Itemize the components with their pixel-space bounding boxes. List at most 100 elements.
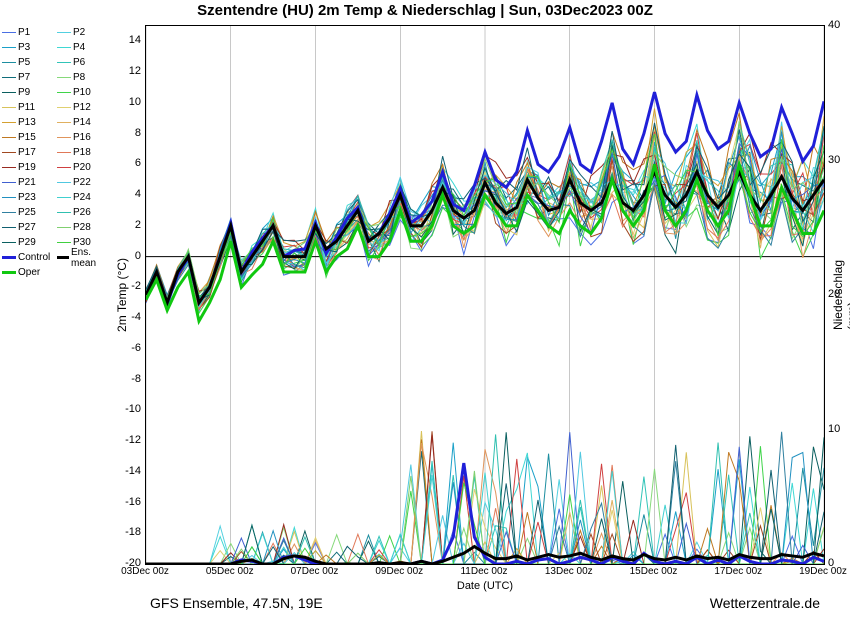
legend-item: P8 bbox=[57, 72, 112, 83]
legend-label: P14 bbox=[73, 117, 91, 128]
legend-label: P8 bbox=[73, 72, 85, 83]
legend-label: Control bbox=[18, 252, 50, 263]
legend-swatch bbox=[57, 137, 71, 138]
legend-label: P15 bbox=[18, 132, 36, 143]
legend-swatch bbox=[57, 122, 71, 123]
legend-swatch bbox=[2, 107, 16, 108]
legend-swatch bbox=[57, 197, 71, 198]
legend-swatch bbox=[2, 137, 16, 138]
legend-label: P6 bbox=[73, 57, 85, 68]
legend-item: P28 bbox=[57, 222, 112, 233]
legend-item: P9 bbox=[2, 87, 57, 98]
legend-label: P24 bbox=[73, 192, 91, 203]
legend-swatch bbox=[57, 152, 71, 153]
legend-swatch bbox=[2, 242, 16, 243]
legend-label: P2 bbox=[73, 27, 85, 38]
legend-item: P27 bbox=[2, 222, 57, 233]
legend-label: P16 bbox=[73, 132, 91, 143]
legend-label: P9 bbox=[18, 87, 30, 98]
legend-label: P26 bbox=[73, 207, 91, 218]
legend-swatch bbox=[2, 92, 16, 93]
legend-row: P5 P6 bbox=[2, 55, 112, 70]
x-axis-label: Date (UTC) bbox=[145, 580, 825, 592]
legend-label: P10 bbox=[73, 87, 91, 98]
legend-swatch bbox=[2, 227, 16, 228]
legend-label: P12 bbox=[73, 102, 91, 113]
legend-label: P19 bbox=[18, 162, 36, 173]
legend-swatch bbox=[57, 242, 71, 243]
legend-swatch bbox=[2, 122, 16, 123]
legend-swatch bbox=[57, 92, 71, 93]
legend-label: P20 bbox=[73, 162, 91, 173]
legend-item: P7 bbox=[2, 72, 57, 83]
legend-swatch bbox=[2, 32, 16, 33]
legend-swatch bbox=[2, 77, 16, 78]
chart-title: Szentendre (HU) 2m Temp & Niederschlag |… bbox=[0, 2, 850, 19]
legend-label: Oper bbox=[18, 267, 40, 278]
legend-swatch bbox=[2, 256, 16, 259]
legend-item: P10 bbox=[57, 87, 112, 98]
legend-row: P23 P24 bbox=[2, 190, 112, 205]
legend-swatch bbox=[2, 47, 16, 48]
legend-label: P5 bbox=[18, 57, 30, 68]
y-axis-left-label: 2m Temp (°C) bbox=[115, 258, 129, 332]
legend-row: P27 P28 bbox=[2, 220, 112, 235]
legend: P1P2P3P4P5P6P7P8P9P10P11P12P13P14P15P16P… bbox=[2, 25, 112, 280]
legend-label: P7 bbox=[18, 72, 30, 83]
legend-swatch bbox=[57, 182, 71, 183]
legend-swatch bbox=[57, 227, 71, 228]
legend-label: P3 bbox=[18, 42, 30, 53]
legend-item: P19 bbox=[2, 162, 57, 173]
legend-row: P1 P2 bbox=[2, 25, 112, 40]
legend-swatch bbox=[57, 107, 71, 108]
legend-item: P3 bbox=[2, 42, 57, 53]
legend-swatch bbox=[2, 197, 16, 198]
legend-item: Control bbox=[2, 252, 57, 263]
legend-row: P25 P26 bbox=[2, 205, 112, 220]
legend-item: P20 bbox=[57, 162, 112, 173]
legend-item: P17 bbox=[2, 147, 57, 158]
subtitle-left: GFS Ensemble, 47.5N, 19E bbox=[150, 595, 323, 611]
legend-swatch bbox=[57, 77, 71, 78]
legend-swatch bbox=[57, 32, 71, 33]
legend-swatch bbox=[2, 271, 16, 274]
legend-item: P4 bbox=[57, 42, 112, 53]
legend-swatch bbox=[57, 167, 71, 168]
legend-item: P2 bbox=[57, 27, 112, 38]
legend-label: P23 bbox=[18, 192, 36, 203]
legend-label: P21 bbox=[18, 177, 36, 188]
legend-row: P13 P14 bbox=[2, 115, 112, 130]
legend-item: P18 bbox=[57, 147, 112, 158]
legend-row: P9 P10 bbox=[2, 85, 112, 100]
legend-row: P11 P12 bbox=[2, 100, 112, 115]
legend-item: P24 bbox=[57, 192, 112, 203]
legend-item: P5 bbox=[2, 57, 57, 68]
legend-item: P13 bbox=[2, 117, 57, 128]
legend-label: P11 bbox=[18, 102, 35, 113]
legend-label: P27 bbox=[18, 222, 36, 233]
legend-row: P7 P8 bbox=[2, 70, 112, 85]
legend-row: P17 P18 bbox=[2, 145, 112, 160]
plot-area bbox=[145, 25, 825, 565]
legend-label: P25 bbox=[18, 207, 36, 218]
legend-item: P25 bbox=[2, 207, 57, 218]
legend-swatch bbox=[2, 182, 16, 183]
legend-item: P26 bbox=[57, 207, 112, 218]
legend-item: P6 bbox=[57, 57, 112, 68]
legend-label: P18 bbox=[73, 147, 91, 158]
legend-item: P15 bbox=[2, 132, 57, 143]
legend-swatch bbox=[57, 256, 69, 259]
legend-item: P14 bbox=[57, 117, 112, 128]
legend-label: P13 bbox=[18, 117, 36, 128]
legend-swatch bbox=[2, 167, 16, 168]
legend-row: P21 P22 bbox=[2, 175, 112, 190]
legend-swatch bbox=[2, 152, 16, 153]
legend-label: P28 bbox=[73, 222, 91, 233]
legend-label: Ens. mean bbox=[71, 247, 112, 269]
legend-label: P17 bbox=[18, 147, 36, 158]
legend-label: P1 bbox=[18, 27, 30, 38]
legend-item: Oper bbox=[2, 267, 57, 278]
legend-row: P15 P16 bbox=[2, 130, 112, 145]
legend-label: P22 bbox=[73, 177, 91, 188]
legend-row: ControlEns. mean bbox=[2, 250, 112, 265]
